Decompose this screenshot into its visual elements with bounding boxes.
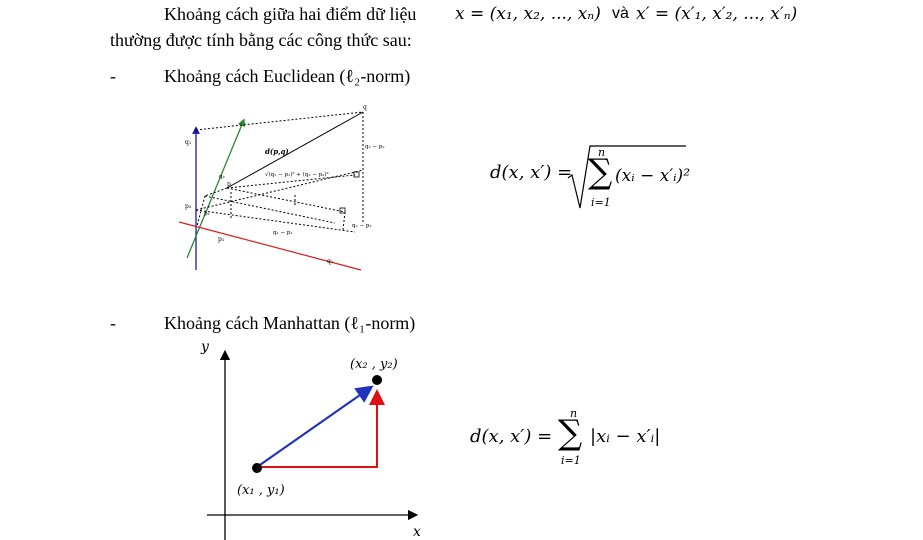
fig-label-q1-bottom: q₁ — [327, 258, 333, 265]
euclidean-bullet: - — [110, 66, 116, 86]
manhattan-label-point2: (x₂ , y₂) — [350, 357, 398, 372]
formula-xprime: x′ = (x′₁, x′₂, ..., x′ₙ) — [636, 4, 798, 24]
figure-right-angle-2 — [339, 207, 346, 214]
manhattan-label-point1: (x₁ , y₁) — [237, 483, 285, 498]
fig-label-dpq: d(p,q) — [265, 147, 289, 156]
fig-label-q2p2-top: q₂ − p₂ — [365, 144, 385, 150]
manhattan-bullet: - — [110, 313, 116, 333]
intro-line-2: thường được tính bằng các công thức sau: — [110, 30, 412, 50]
manhattan-point-2 — [372, 375, 382, 385]
figure-right-angle-1 — [353, 171, 360, 178]
euclidean-sum-bottom: i=1 — [591, 196, 611, 209]
manhattan-sum-bottom: i=1 — [561, 454, 581, 467]
sqrt-sign — [567, 145, 686, 209]
fig-label-q2-small: q₂ — [219, 174, 225, 180]
fig-label-sqrt: √(q₁ − p₁)² + (q₂ − p₂)² — [265, 171, 329, 178]
manhattan-heading: Khoảng cách Manhattan (ℓ₁-norm) — [164, 313, 416, 333]
manhattan-figure: y x (x₁ , y₁) (x₂ , y₂) — [200, 339, 421, 540]
formula-x: x = (x₁, x₂, ..., xₙ) — [455, 4, 601, 24]
figure-dotted-lines — [195, 111, 364, 233]
manhattan-sum-body: |xᵢ − x′ᵢ| — [590, 426, 661, 447]
manhattan-label-x: x — [413, 524, 421, 540]
fig-label-p1-axis: p₁ — [218, 236, 224, 243]
manhattan-label-y: y — [200, 339, 210, 355]
euclidean-heading: Khoảng cách Euclidean (ℓ₂-norm) — [164, 66, 411, 86]
fig-label-p2-axis: p₂ — [185, 203, 192, 210]
euclidean-sum-body: (xᵢ − x′ᵢ)² — [615, 166, 691, 186]
euclidean-figure: q₁ p₂ p₁ q₁ q p d(p,q) √(q₁ − p₁)² + (q₂… — [178, 104, 385, 271]
euclidean-sum-top: n — [598, 146, 606, 159]
manhattan-blue-line — [256, 385, 374, 468]
fig-label-p-point: p — [227, 181, 231, 188]
fig-label-q2p2-mid: q₂ − p₂ — [352, 223, 372, 229]
fig-label-q1-axis: q₁ — [185, 139, 191, 146]
euclidean-sum-sigma: ∑ — [588, 152, 613, 192]
fig-label-q-point: q — [363, 104, 367, 111]
manhattan-formula-lhs: d(x, x′) = — [470, 426, 553, 447]
euclidean-formula: d(x, x′) = — [490, 162, 572, 183]
fig-label-p2-small: p₂ — [204, 211, 210, 217]
figure-red-axis — [178, 221, 362, 271]
manhattan-point-1 — [252, 463, 262, 473]
manhattan-sum-top: n — [570, 407, 578, 420]
euclidean-formula-lhs: d(x, x′) = — [490, 162, 573, 183]
connector-va: và — [612, 5, 629, 22]
figure-dpq-line — [226, 111, 364, 189]
manhattan-red-path — [257, 389, 385, 468]
manhattan-sum-sigma: ∑ — [558, 413, 583, 453]
fig-label-q1p1: q₁ − p₁ — [273, 230, 293, 236]
intro-line-1: Khoảng cách giữa hai điểm dữ liệu — [164, 4, 417, 24]
figure-green-axis — [186, 118, 246, 259]
